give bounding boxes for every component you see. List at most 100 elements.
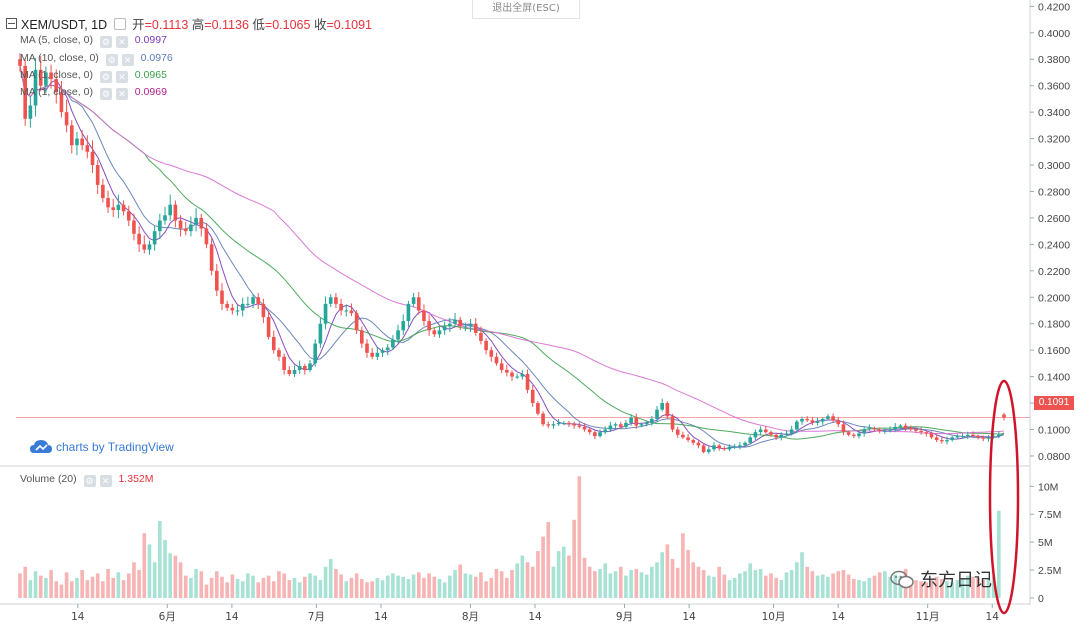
candle-body bbox=[613, 424, 618, 426]
volume-bar bbox=[556, 551, 561, 598]
volume-bar bbox=[64, 572, 69, 598]
cloud-logo-icon bbox=[30, 440, 52, 457]
last-price-tag: 0.1091 bbox=[1034, 396, 1074, 410]
volume-bar bbox=[965, 575, 970, 598]
candle-body bbox=[204, 228, 209, 245]
settings-icon[interactable]: ⚙ bbox=[105, 54, 118, 66]
indicator-ma-4: MA (1, close, 0) ⚙ ✕ 0.0969 bbox=[20, 86, 167, 100]
volume-bar bbox=[857, 580, 861, 598]
volume-bar bbox=[473, 576, 478, 598]
close-icon[interactable]: ✕ bbox=[115, 71, 128, 83]
volume-bar bbox=[603, 563, 608, 598]
volume-bar bbox=[743, 571, 747, 598]
close-value: =0.1091 bbox=[326, 18, 373, 32]
volume-bar bbox=[593, 571, 597, 598]
close-icon[interactable]: ✕ bbox=[99, 475, 112, 487]
volume-bar bbox=[784, 572, 789, 598]
candle-body bbox=[359, 330, 364, 344]
collapse-icon[interactable] bbox=[6, 18, 17, 29]
settings-icon[interactable] bbox=[113, 18, 126, 30]
settings-icon[interactable]: ⚙ bbox=[83, 475, 96, 487]
volume-bar bbox=[582, 557, 587, 598]
candle-body bbox=[261, 303, 266, 318]
open-label: 开 bbox=[132, 18, 145, 32]
volume-bars bbox=[18, 476, 1001, 598]
settings-icon[interactable]: ⚙ bbox=[99, 71, 112, 83]
volume-bar bbox=[318, 580, 323, 598]
volume-bar bbox=[416, 572, 421, 598]
indicator-value: 0.0997 bbox=[134, 34, 167, 46]
settings-icon[interactable]: ⚙ bbox=[99, 88, 112, 100]
time-tick-label: 10月 bbox=[762, 611, 786, 623]
candle-body bbox=[634, 417, 639, 426]
ma-5-line bbox=[19, 65, 1005, 450]
ma-10-line bbox=[19, 65, 1005, 448]
candle-body bbox=[567, 422, 571, 425]
volume-bar bbox=[282, 573, 286, 598]
volume-bar bbox=[54, 581, 59, 598]
volume-bar bbox=[976, 577, 980, 598]
volume-bar bbox=[158, 520, 162, 598]
volume-bar bbox=[173, 555, 178, 598]
volume-bar bbox=[598, 568, 602, 598]
volume-bar bbox=[199, 571, 204, 598]
tradingview-watermark[interactable]: charts by TradingView bbox=[30, 440, 174, 457]
volume-bar bbox=[28, 580, 33, 598]
volume-bar bbox=[908, 577, 913, 598]
close-icon[interactable]: ✕ bbox=[115, 88, 128, 100]
candle-body bbox=[820, 418, 825, 422]
volume-bar bbox=[339, 574, 343, 598]
volume-bar bbox=[800, 552, 804, 598]
ma-25-line bbox=[19, 65, 1005, 440]
volume-bar bbox=[748, 563, 753, 598]
volume-bar bbox=[515, 563, 519, 598]
candle-body bbox=[536, 403, 540, 414]
candle-body bbox=[867, 428, 872, 430]
volume-bar bbox=[75, 577, 79, 598]
volume-bar bbox=[163, 539, 167, 598]
candle-body bbox=[727, 446, 732, 450]
close-icon[interactable]: ✕ bbox=[121, 54, 134, 66]
candle-body bbox=[655, 409, 659, 419]
candle-body bbox=[706, 449, 711, 452]
volume-bar bbox=[142, 533, 147, 598]
candle-body bbox=[121, 204, 126, 212]
candle-body bbox=[251, 297, 255, 304]
candle-body bbox=[240, 303, 245, 311]
candle-body bbox=[530, 389, 535, 404]
volume-bar bbox=[287, 580, 292, 598]
candle-body bbox=[33, 69, 38, 106]
time-tick-label: 14 bbox=[225, 611, 239, 623]
volume-bar bbox=[551, 566, 556, 598]
candlesticks bbox=[18, 53, 1006, 454]
volume-bar bbox=[851, 579, 856, 598]
candle-body bbox=[582, 426, 587, 430]
volume-bar bbox=[883, 571, 887, 598]
candle-body bbox=[235, 310, 240, 312]
volume-bar bbox=[189, 577, 193, 598]
candle-body bbox=[365, 343, 369, 353]
highlight-ellipse bbox=[988, 379, 1020, 615]
candle-body bbox=[997, 434, 1001, 437]
volume-bar bbox=[629, 570, 633, 598]
candle-body bbox=[732, 446, 737, 448]
volume-bar bbox=[90, 576, 95, 598]
volume-axis: 10M 7.5M 5M 2.5M 0 bbox=[1030, 481, 1061, 605]
candle-body bbox=[924, 432, 929, 434]
volume-bar bbox=[406, 579, 411, 598]
settings-icon[interactable]: ⚙ bbox=[99, 36, 112, 48]
candle-body bbox=[168, 204, 173, 216]
candle-body bbox=[142, 244, 147, 250]
candle-body bbox=[644, 422, 649, 425]
exit-fullscreen-button[interactable]: 退出全屏(ESC) bbox=[472, 0, 580, 19]
close-icon[interactable]: ✕ bbox=[115, 36, 128, 48]
volume-bar bbox=[706, 575, 711, 598]
volume-bar bbox=[934, 576, 939, 598]
volume-bar bbox=[448, 575, 452, 598]
volume-bar bbox=[33, 571, 38, 598]
volume-bar bbox=[85, 580, 90, 598]
candle-body bbox=[670, 416, 675, 430]
candle-body bbox=[163, 215, 167, 221]
volume-bar bbox=[805, 566, 810, 598]
